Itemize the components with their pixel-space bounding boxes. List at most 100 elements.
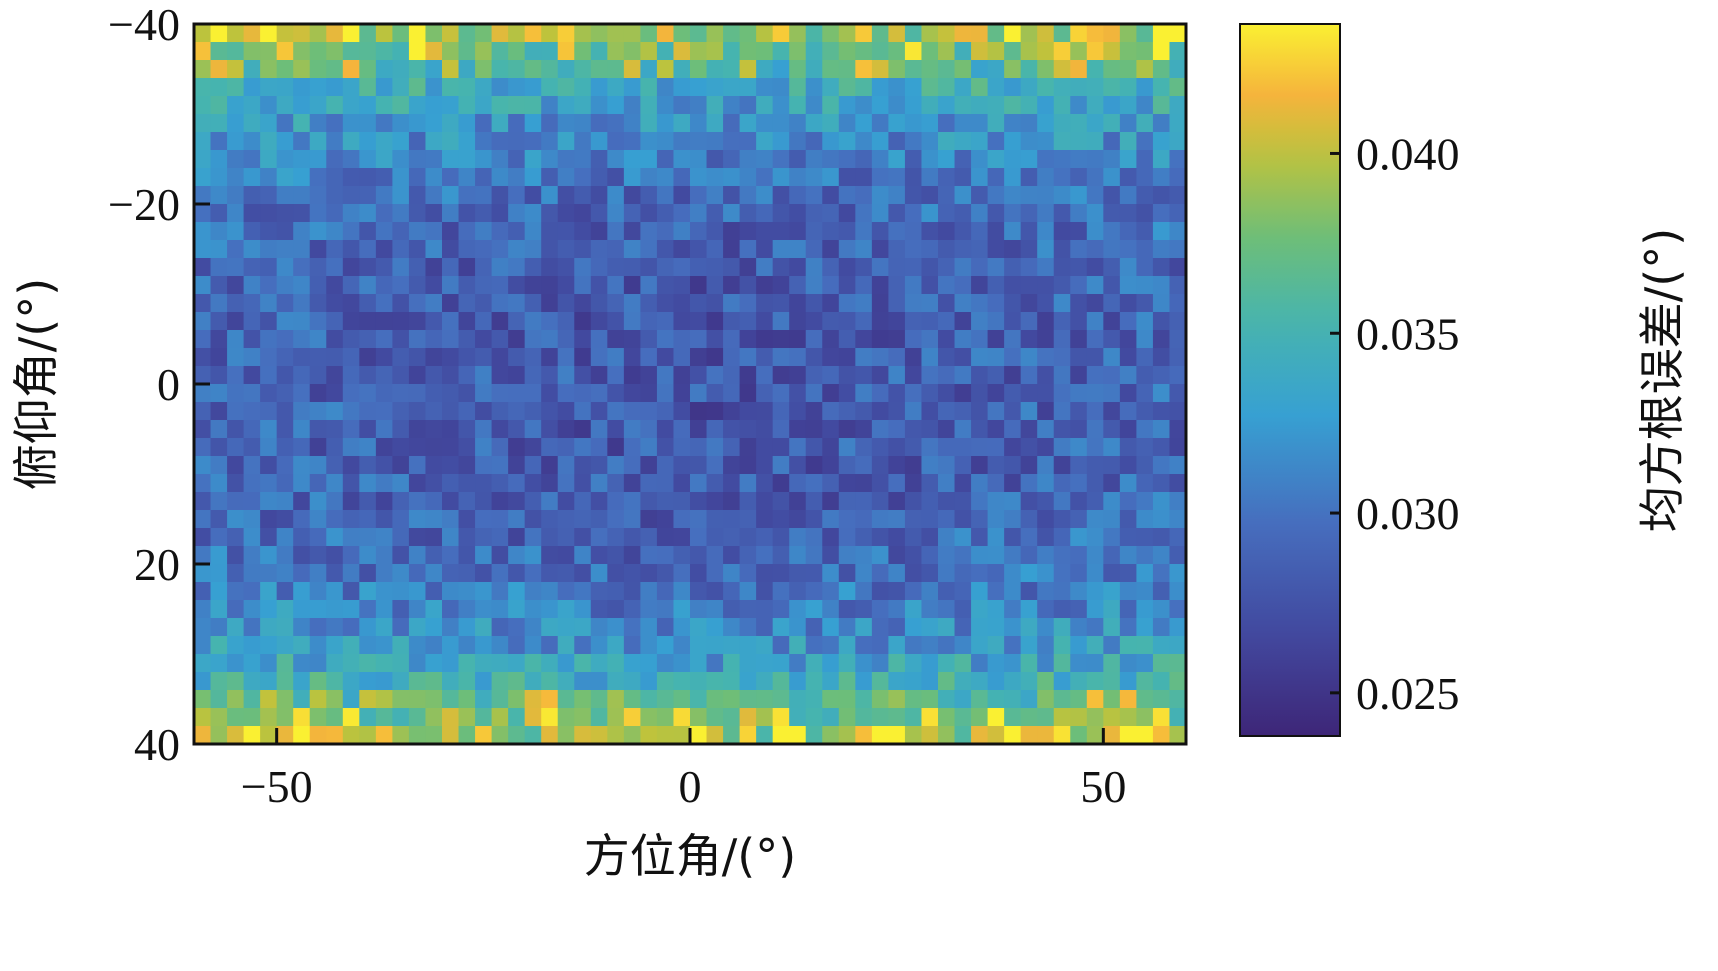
heatmap-cell: [971, 204, 989, 223]
heatmap-cell: [425, 312, 443, 331]
heatmap-cell: [938, 366, 956, 385]
heatmap-cell: [822, 582, 840, 601]
heatmap-cell: [756, 96, 774, 115]
heatmap-cell: [1037, 618, 1055, 637]
heatmap-cell: [392, 420, 410, 439]
heatmap-cell: [1136, 276, 1154, 295]
heatmap-cell: [590, 708, 608, 727]
heatmap-cell: [508, 384, 526, 403]
heatmap-cell: [1037, 402, 1055, 421]
heatmap-cell: [293, 42, 311, 61]
heatmap-cell: [574, 42, 592, 61]
heatmap-cell: [1037, 474, 1055, 493]
heatmap-cell: [987, 150, 1005, 169]
heatmap-cell: [723, 654, 741, 673]
heatmap-cell: [921, 618, 939, 637]
heatmap-cell: [623, 510, 641, 529]
heatmap-cell: [739, 438, 757, 457]
heatmap-cell: [375, 564, 393, 583]
heatmap-cell: [607, 132, 625, 151]
heatmap-cell: [1103, 402, 1121, 421]
heatmap-cell: [491, 564, 509, 583]
heatmap-cell: [1136, 564, 1154, 583]
heatmap-cell: [590, 384, 608, 403]
heatmap-cell: [822, 276, 840, 295]
heatmap-cell: [392, 564, 410, 583]
heatmap-cell: [359, 258, 377, 277]
heatmap-cell: [838, 348, 856, 367]
heatmap-cell: [954, 456, 972, 475]
heatmap-cell: [888, 528, 906, 547]
heatmap-cell: [1136, 312, 1154, 331]
heatmap-cell: [921, 366, 939, 385]
heatmap-cell: [375, 24, 393, 43]
heatmap-cell: [1152, 402, 1171, 421]
heatmap-cell: [640, 204, 658, 223]
heatmap-cell: [723, 420, 741, 439]
heatmap-cell: [392, 456, 410, 475]
heatmap-cell: [475, 276, 493, 295]
heatmap-cell: [458, 564, 476, 583]
heatmap-cell: [1020, 42, 1038, 61]
heatmap-cell: [690, 564, 708, 583]
heatmap-cell: [1037, 510, 1055, 529]
heatmap-cell: [1020, 96, 1038, 115]
heatmap-cell: [1169, 60, 1187, 79]
heatmap-cell: [243, 42, 261, 61]
heatmap-cell: [1037, 672, 1055, 691]
heatmap-cell: [673, 150, 691, 169]
heatmap-cell: [574, 114, 592, 133]
heatmap-cell: [1037, 78, 1055, 97]
heatmap-cell: [954, 24, 972, 43]
heatmap-cell: [392, 60, 410, 79]
heatmap-cell: [1152, 672, 1171, 691]
heatmap-cell: [739, 402, 757, 421]
heatmap-cell: [227, 150, 245, 169]
heatmap-cell: [1037, 258, 1055, 277]
heatmap-cell: [210, 708, 228, 727]
heatmap-cell: [789, 564, 807, 583]
heatmap-cell: [309, 546, 327, 565]
heatmap-cell: [871, 366, 889, 385]
heatmap-cell: [194, 312, 212, 331]
heatmap-cell: [1136, 222, 1154, 241]
heatmap-cell: [888, 510, 906, 529]
heatmap-cell: [557, 276, 575, 295]
heatmap-cell: [855, 78, 873, 97]
heatmap-cell: [1119, 456, 1137, 475]
heatmap-cell: [871, 636, 889, 655]
heatmap-cell: [276, 222, 294, 241]
heatmap-cell: [855, 618, 873, 637]
heatmap-cell: [326, 510, 344, 529]
heatmap-cell: [822, 474, 840, 493]
heatmap-cell: [772, 600, 790, 619]
heatmap-cell: [987, 132, 1005, 151]
heatmap-cell: [276, 240, 294, 259]
heatmap-cell: [260, 528, 278, 547]
heatmap-cell: [243, 114, 261, 133]
heatmap-cell: [756, 294, 774, 313]
heatmap-cell: [293, 474, 311, 493]
heatmap-cell: [640, 60, 658, 79]
heatmap-cell: [723, 258, 741, 277]
heatmap-cell: [690, 222, 708, 241]
heatmap-cell: [1004, 150, 1022, 169]
heatmap-cell: [359, 384, 377, 403]
heatmap-cell: [789, 636, 807, 655]
heatmap-cell: [690, 618, 708, 637]
heatmap-cell: [590, 168, 608, 187]
heatmap-cell: [607, 456, 625, 475]
heatmap-cell: [871, 24, 889, 43]
heatmap-cell: [210, 564, 228, 583]
heatmap-cell: [987, 276, 1005, 295]
heatmap-cell: [1119, 204, 1137, 223]
heatmap-cell: [243, 654, 261, 673]
heatmap-cell: [210, 240, 228, 259]
heatmap-cell: [954, 726, 972, 745]
heatmap-cell: [739, 510, 757, 529]
heatmap-cell: [1004, 258, 1022, 277]
heatmap-cell: [326, 708, 344, 727]
heatmap-cell: [408, 78, 427, 97]
heatmap-cell: [871, 330, 889, 349]
heatmap-cell: [491, 546, 509, 565]
